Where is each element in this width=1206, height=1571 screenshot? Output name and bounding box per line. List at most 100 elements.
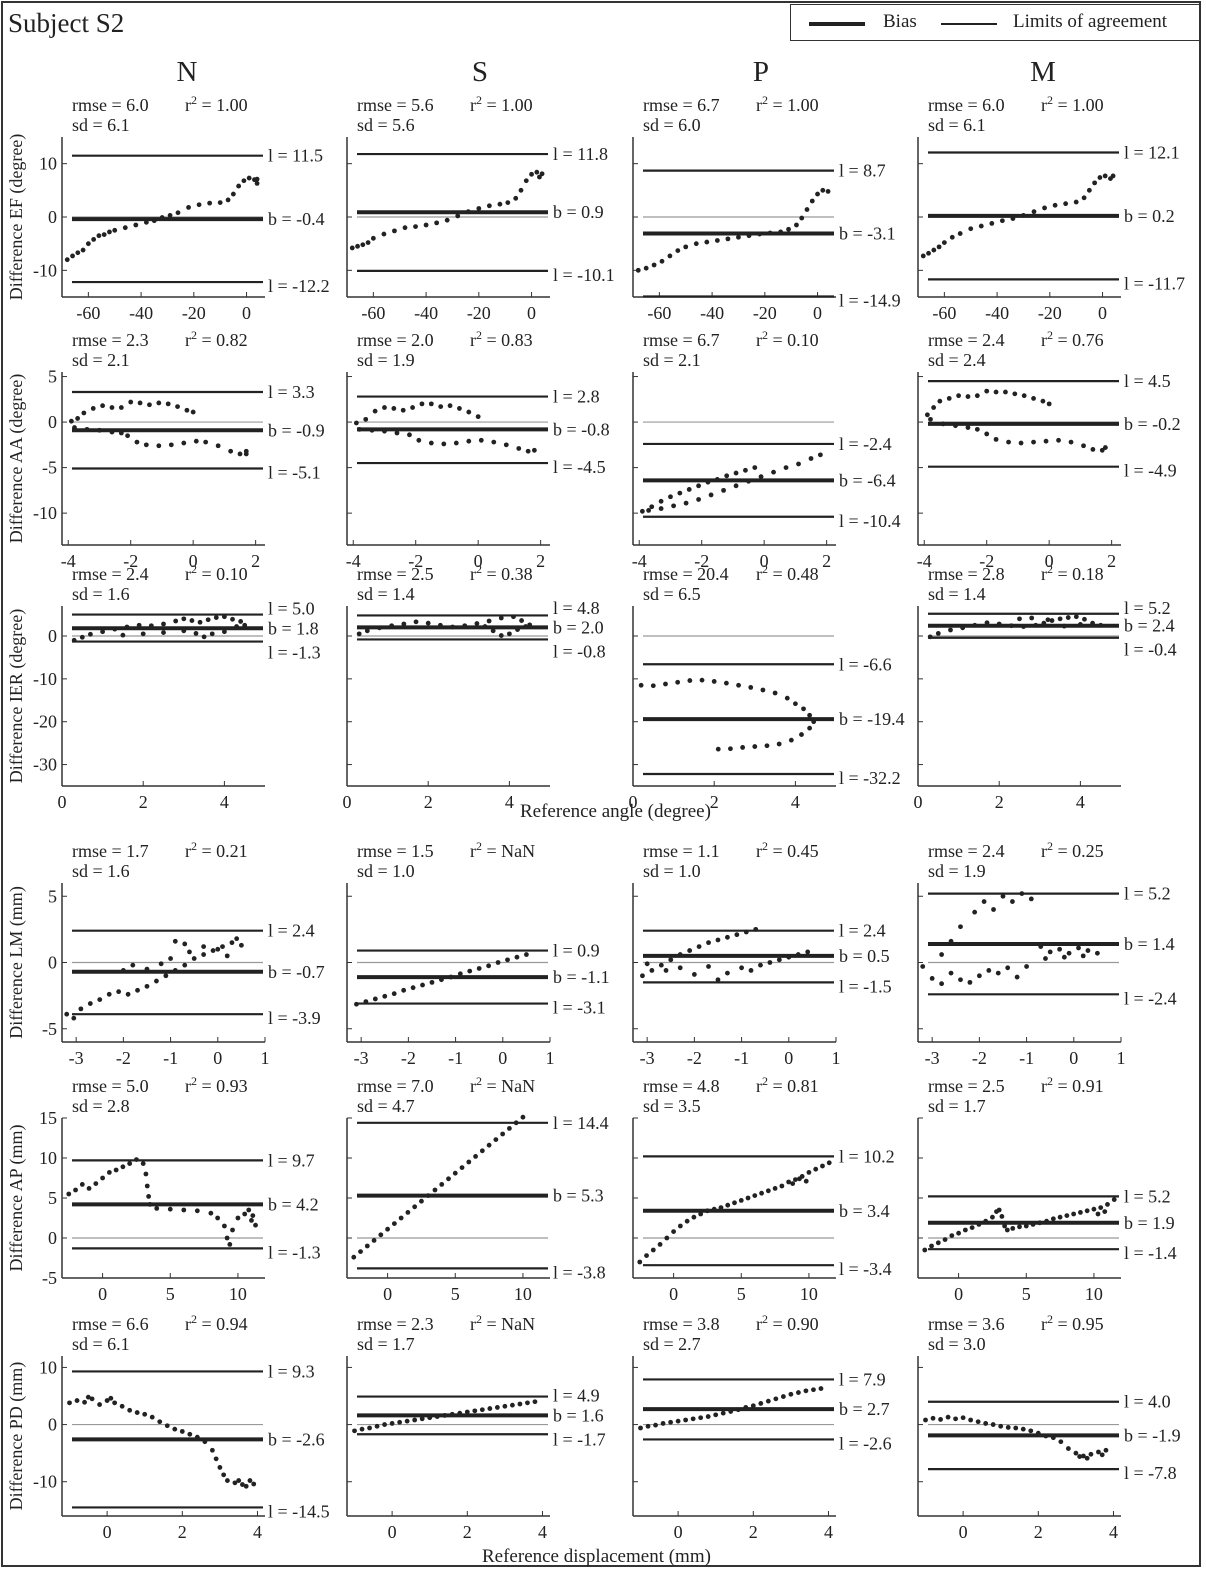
loa-lower-label: l = -4.9 <box>1124 461 1177 481</box>
data-point <box>382 405 387 410</box>
data-point <box>357 426 362 432</box>
stat-sd: sd = 6.1 <box>72 1334 130 1354</box>
data-point <box>799 215 805 221</box>
data-point <box>428 401 434 407</box>
data-point <box>1029 615 1035 621</box>
data-point <box>81 410 87 416</box>
data-point <box>401 621 407 627</box>
data-point <box>1081 443 1086 449</box>
loa-lower-label: l = -2.4 <box>1124 988 1177 1008</box>
x-tick-label: -3 <box>69 1048 84 1068</box>
y-tick-label: -10 <box>33 260 57 280</box>
stat-r2-value: = NaN <box>482 841 535 861</box>
data-point <box>438 404 444 409</box>
bias-label: b = -3.1 <box>839 224 896 244</box>
data-point <box>75 416 81 421</box>
bias-label: b = -0.4 <box>268 209 325 229</box>
stat-rmse: rmse = 2.8 <box>928 564 1005 584</box>
y-tick-label: 5 <box>48 367 57 387</box>
stat-sd: sd = 2.4 <box>928 350 986 370</box>
loa-upper-label: l = 2.4 <box>839 921 886 941</box>
data-point <box>811 719 817 725</box>
data-point <box>217 200 223 206</box>
data-point <box>215 946 221 952</box>
stat-r2-value: = 1.00 <box>197 95 248 115</box>
data-point <box>439 1182 445 1187</box>
data-point <box>1031 396 1036 401</box>
data-point <box>650 1247 656 1253</box>
data-point <box>784 695 790 701</box>
data-point <box>651 262 657 268</box>
data-point <box>196 202 202 208</box>
data-point <box>532 1399 538 1405</box>
data-point <box>134 1410 140 1415</box>
data-point <box>203 439 209 445</box>
stat-rmse: rmse = 20.4 <box>643 564 729 584</box>
x-tick-label: -1 <box>1019 1048 1034 1068</box>
data-point <box>990 1214 995 1220</box>
data-point <box>224 1235 230 1241</box>
data-point <box>465 209 471 215</box>
stat-r2-value: = 0.81 <box>768 1076 819 1096</box>
data-point <box>797 1176 802 1182</box>
stat-sd: sd = 1.0 <box>643 861 701 881</box>
x-tick-label: 0 <box>103 1522 112 1542</box>
x-tick-label: -60 <box>76 303 100 323</box>
stat-rmse: rmse = 2.0 <box>357 330 434 350</box>
data-point <box>413 224 418 230</box>
data-point <box>649 504 655 510</box>
bias-label: b = 1.4 <box>1124 934 1175 954</box>
stat-r2-superscript: 2 <box>191 562 197 576</box>
x-tick-label: -20 <box>467 303 491 323</box>
loa-upper-label: l = 5.2 <box>1124 884 1171 904</box>
data-point <box>175 210 181 216</box>
data-point <box>450 624 455 630</box>
data-point <box>1033 622 1039 628</box>
data-point <box>826 1160 832 1166</box>
x-tick-label: -2 <box>687 1048 702 1068</box>
data-point <box>743 1405 749 1410</box>
legend-bias-swatch <box>809 22 865 26</box>
data-point <box>487 1406 493 1411</box>
data-point <box>86 1186 92 1191</box>
y-axis-label: Difference AA (degree) <box>6 374 27 544</box>
data-point <box>230 616 235 622</box>
stat-rmse: rmse = 2.4 <box>928 841 1005 861</box>
data-point <box>998 1423 1004 1429</box>
data-point <box>1061 623 1067 629</box>
data-point <box>714 477 720 482</box>
data-point <box>165 401 171 407</box>
x-tick-label: -20 <box>1038 303 1062 323</box>
data-point <box>230 191 236 197</box>
data-point <box>385 1226 390 1232</box>
data-point <box>201 944 207 949</box>
x-tick-label: -2 <box>972 1048 987 1068</box>
data-point <box>507 1126 512 1131</box>
data-point <box>995 970 1001 976</box>
loa-lower-label: l = -1.3 <box>268 1242 321 1262</box>
data-point <box>224 953 230 959</box>
data-point <box>956 393 961 399</box>
data-point <box>765 1188 771 1194</box>
stat-rmse: rmse = 5.0 <box>72 1076 149 1096</box>
data-point <box>67 1400 72 1406</box>
x-tick-label: -4 <box>346 551 361 571</box>
data-point <box>144 983 150 989</box>
data-point <box>683 244 689 250</box>
bias-label: b = 2.4 <box>1124 616 1175 636</box>
data-point <box>752 1193 758 1198</box>
column-title-s: S <box>471 56 489 88</box>
panel-4-2: rmse = 4.8 r2 = 0.81 sd = 3.5 0 5 10 l = 10.2 b… <box>632 1074 895 1304</box>
data-point <box>419 1416 425 1422</box>
data-point <box>732 1200 737 1206</box>
data-point <box>1084 1208 1090 1214</box>
loa-lower-label: l = -1.5 <box>839 976 892 996</box>
data-point <box>107 229 112 235</box>
data-point <box>112 227 118 233</box>
data-point <box>359 1426 365 1432</box>
x-axis-title-displacement: Reference displacement (mm) <box>482 1546 711 1567</box>
data-point <box>984 431 990 437</box>
loa-upper-label: l = 10.2 <box>839 1146 895 1166</box>
data-point <box>675 1418 681 1424</box>
